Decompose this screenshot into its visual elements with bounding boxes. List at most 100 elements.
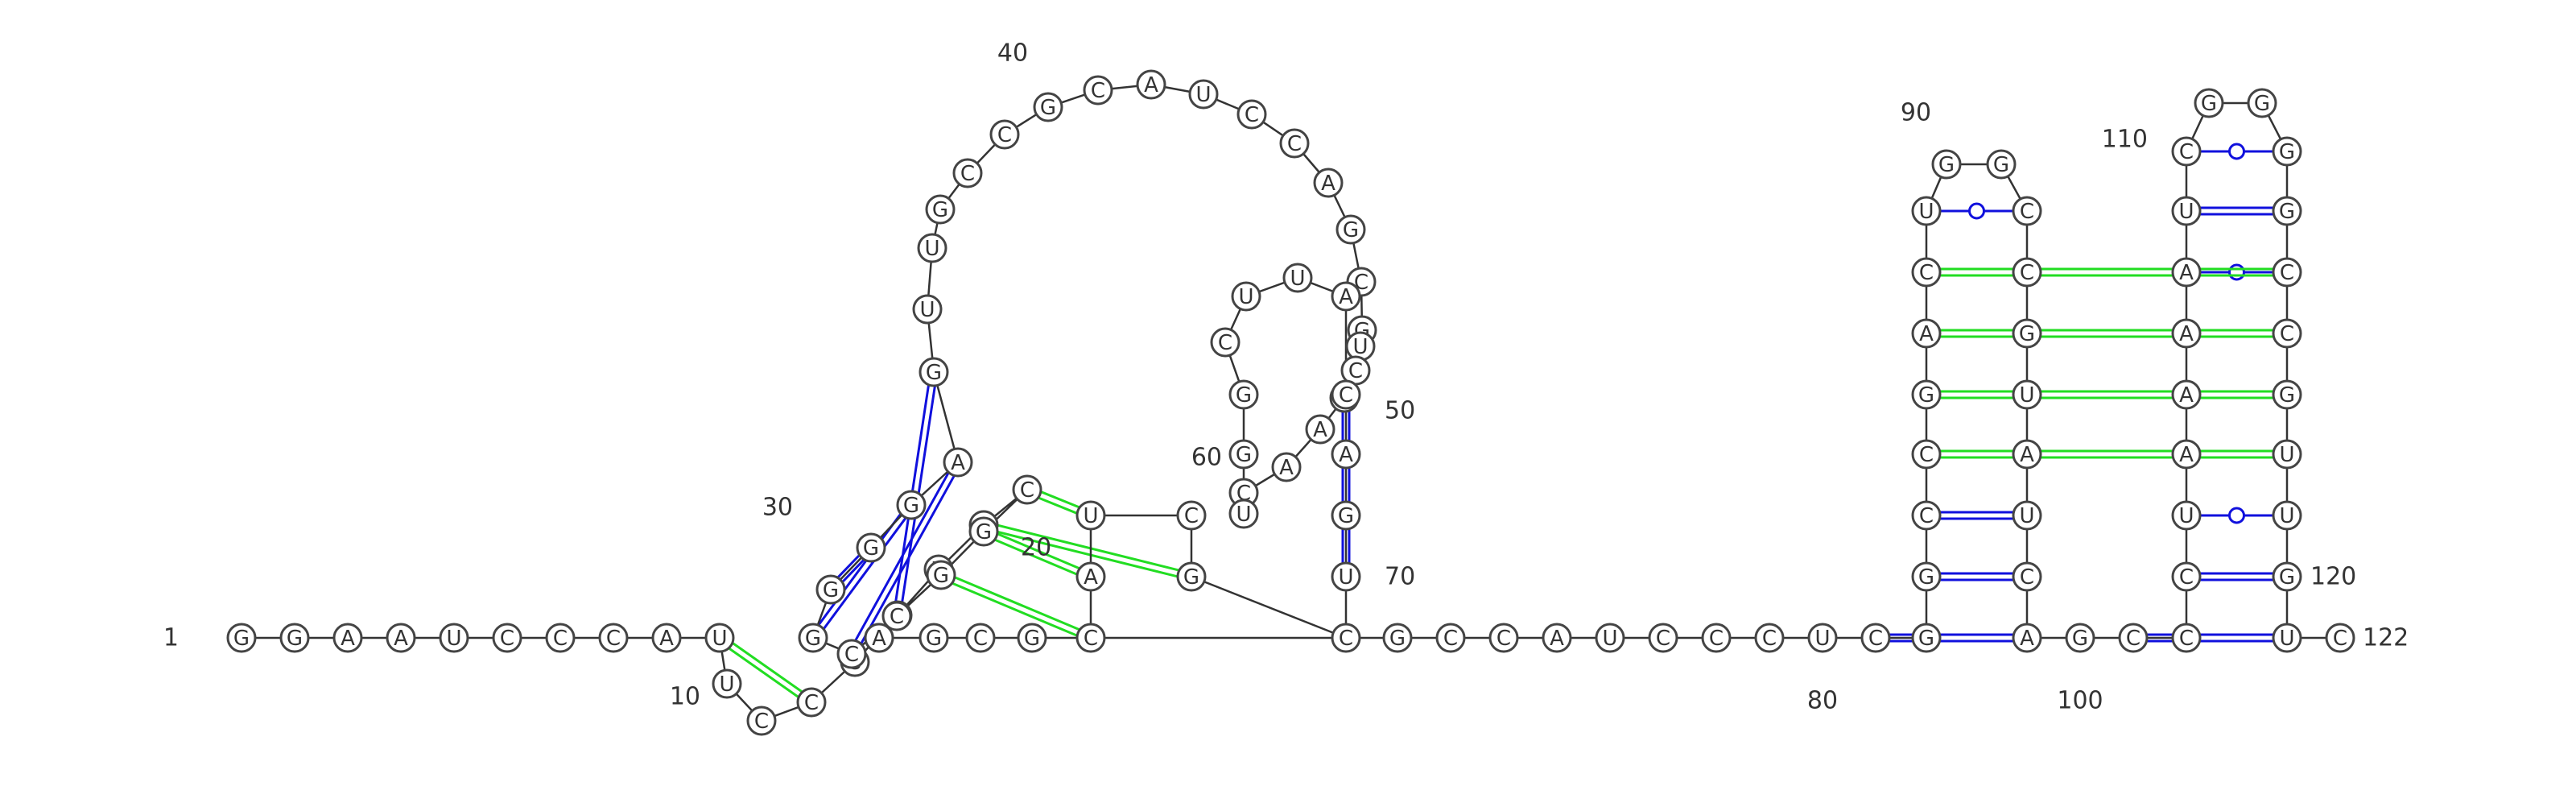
nucleotide-letter: C — [1339, 627, 1353, 651]
nucleotide-letter: C — [1084, 627, 1098, 651]
nucleotide: G — [2012, 318, 2042, 349]
nucleotide-letter: G — [1918, 383, 1934, 408]
position-label: 70 — [1385, 563, 1415, 591]
nucleotide-letter: A — [2020, 627, 2034, 651]
nucleotide-letter: U — [1338, 565, 1353, 590]
position-label: 50 — [1385, 397, 1415, 425]
nucleotide: A — [1911, 318, 1942, 349]
nucleotide: C — [965, 623, 996, 653]
nucleotide-letter: C — [997, 123, 1012, 147]
nucleotide: G — [1228, 379, 1259, 410]
nucleotide: G — [926, 560, 956, 590]
nucleotide-letter: C — [2280, 322, 2294, 346]
nucleotide-letter: G — [823, 578, 839, 602]
nucleotide-circle — [943, 447, 973, 478]
nucleotide: C — [1236, 99, 1267, 130]
nucleotide-letter: G — [2279, 200, 2295, 224]
nucleotide: G — [1931, 149, 1962, 180]
position-label: 80 — [1807, 687, 1838, 715]
nucleotide: G — [1911, 379, 1942, 410]
nucleotide: G — [2272, 379, 2302, 410]
nucleotide: U — [917, 233, 947, 263]
nucleotide-letter: G — [1040, 96, 1056, 120]
nucleotide-circle — [2012, 623, 2042, 653]
nucleotide: G — [1017, 623, 1047, 653]
nucleotide-letter: C — [2333, 627, 2347, 651]
nucleotide: A — [1075, 561, 1106, 592]
nucleotide: A — [2171, 318, 2202, 349]
nucleotide-circle — [917, 233, 947, 263]
tertiary-interaction-line — [997, 524, 1179, 572]
nucleotide-letter: A — [1550, 627, 1564, 651]
wobble-pair-marker — [2228, 263, 2245, 281]
nucleotide-circle — [2171, 561, 2202, 592]
nucleotide-circle — [2272, 379, 2302, 410]
nucleotide-letter: C — [1287, 132, 1302, 156]
nucleotide: U — [912, 294, 943, 325]
nucleotide-letter: G — [903, 494, 919, 518]
nucleotide-letter: C — [500, 627, 514, 651]
position-label: 120 — [2310, 563, 2356, 591]
nucleotide-circle — [332, 623, 363, 653]
nucleotide-letter: C — [1762, 627, 1777, 651]
nucleotide-letter: U — [1814, 627, 1830, 651]
nucleotide: U — [1595, 623, 1625, 653]
nucleotide-circle — [896, 490, 927, 520]
nucleotide-letter: G — [2072, 627, 2088, 651]
nucleotide-circle — [881, 601, 912, 631]
nucleotide: U — [1188, 79, 1219, 110]
nucleotide-letter: A — [2179, 383, 2194, 408]
nucleotide: G — [815, 574, 846, 605]
nucleotide-circle — [1911, 561, 1942, 592]
nucleotide-letter: G — [1993, 153, 2009, 177]
nucleotide: C — [881, 601, 912, 631]
nucleotide-circle — [1911, 623, 1942, 653]
nucleotide-letter: C — [973, 627, 988, 651]
position-label: 10 — [670, 683, 700, 711]
nucleotide-circle — [2272, 439, 2302, 470]
nucleotide-layer: GGAAUCCCAUUCCUCUACGGCCGGGGAGUUGCCGCAUCCA… — [226, 69, 2355, 736]
nucleotide-circle — [1075, 561, 1106, 592]
nucleotide-letter: G — [805, 627, 821, 651]
nucleotide: G — [919, 623, 949, 653]
nucleotide: A — [1136, 69, 1166, 100]
nucleotide-letter: C — [1348, 359, 1363, 383]
position-label: 1 — [163, 624, 179, 652]
nucleotide: U — [2272, 623, 2302, 653]
nucleotide-letter: G — [1024, 627, 1040, 651]
nucleotide-circle — [2272, 623, 2302, 653]
nucleotide: C — [1911, 500, 1942, 531]
canonical-pair-line — [823, 517, 907, 630]
nucleotide-circle — [2012, 318, 2042, 349]
nucleotide-letter: C — [2020, 261, 2034, 285]
nucleotide-circle — [1331, 500, 1361, 531]
nucleotide-letter: C — [606, 627, 621, 651]
nucleotide-letter: G — [933, 564, 949, 588]
nucleotide: U — [1331, 561, 1361, 592]
nucleotide: G — [798, 623, 828, 653]
nucleotide-letter: C — [2020, 565, 2034, 590]
nucleotide: G — [1228, 439, 1259, 470]
nucleotide: G — [1911, 623, 1942, 653]
nucleotide-circle — [2194, 88, 2224, 118]
nucleotide: C — [1488, 623, 1519, 653]
nucleotide-letter: C — [1656, 627, 1670, 651]
nucleotide: G — [2272, 196, 2302, 226]
nucleotide: C — [1701, 623, 1732, 653]
nucleotide: G — [1382, 623, 1413, 653]
nucleotide-letter: G — [287, 627, 303, 651]
nucleotide: C — [2325, 623, 2355, 653]
nucleotide-circle — [1136, 69, 1166, 100]
nucleotide: U — [704, 623, 735, 653]
nucleotide: U — [2272, 500, 2302, 531]
nucleotide: C — [1075, 623, 1106, 653]
nucleotide-circle — [1210, 327, 1241, 358]
nucleotide-circle — [836, 639, 867, 669]
nucleotide-circle — [1911, 439, 1942, 470]
nucleotide-circle — [2272, 318, 2302, 349]
nucleotide-letter: G — [1236, 383, 1252, 408]
nucleotide: A — [2012, 439, 2042, 470]
nucleotide-letter: A — [1144, 73, 1158, 97]
tertiary-interaction-line — [994, 538, 1078, 576]
